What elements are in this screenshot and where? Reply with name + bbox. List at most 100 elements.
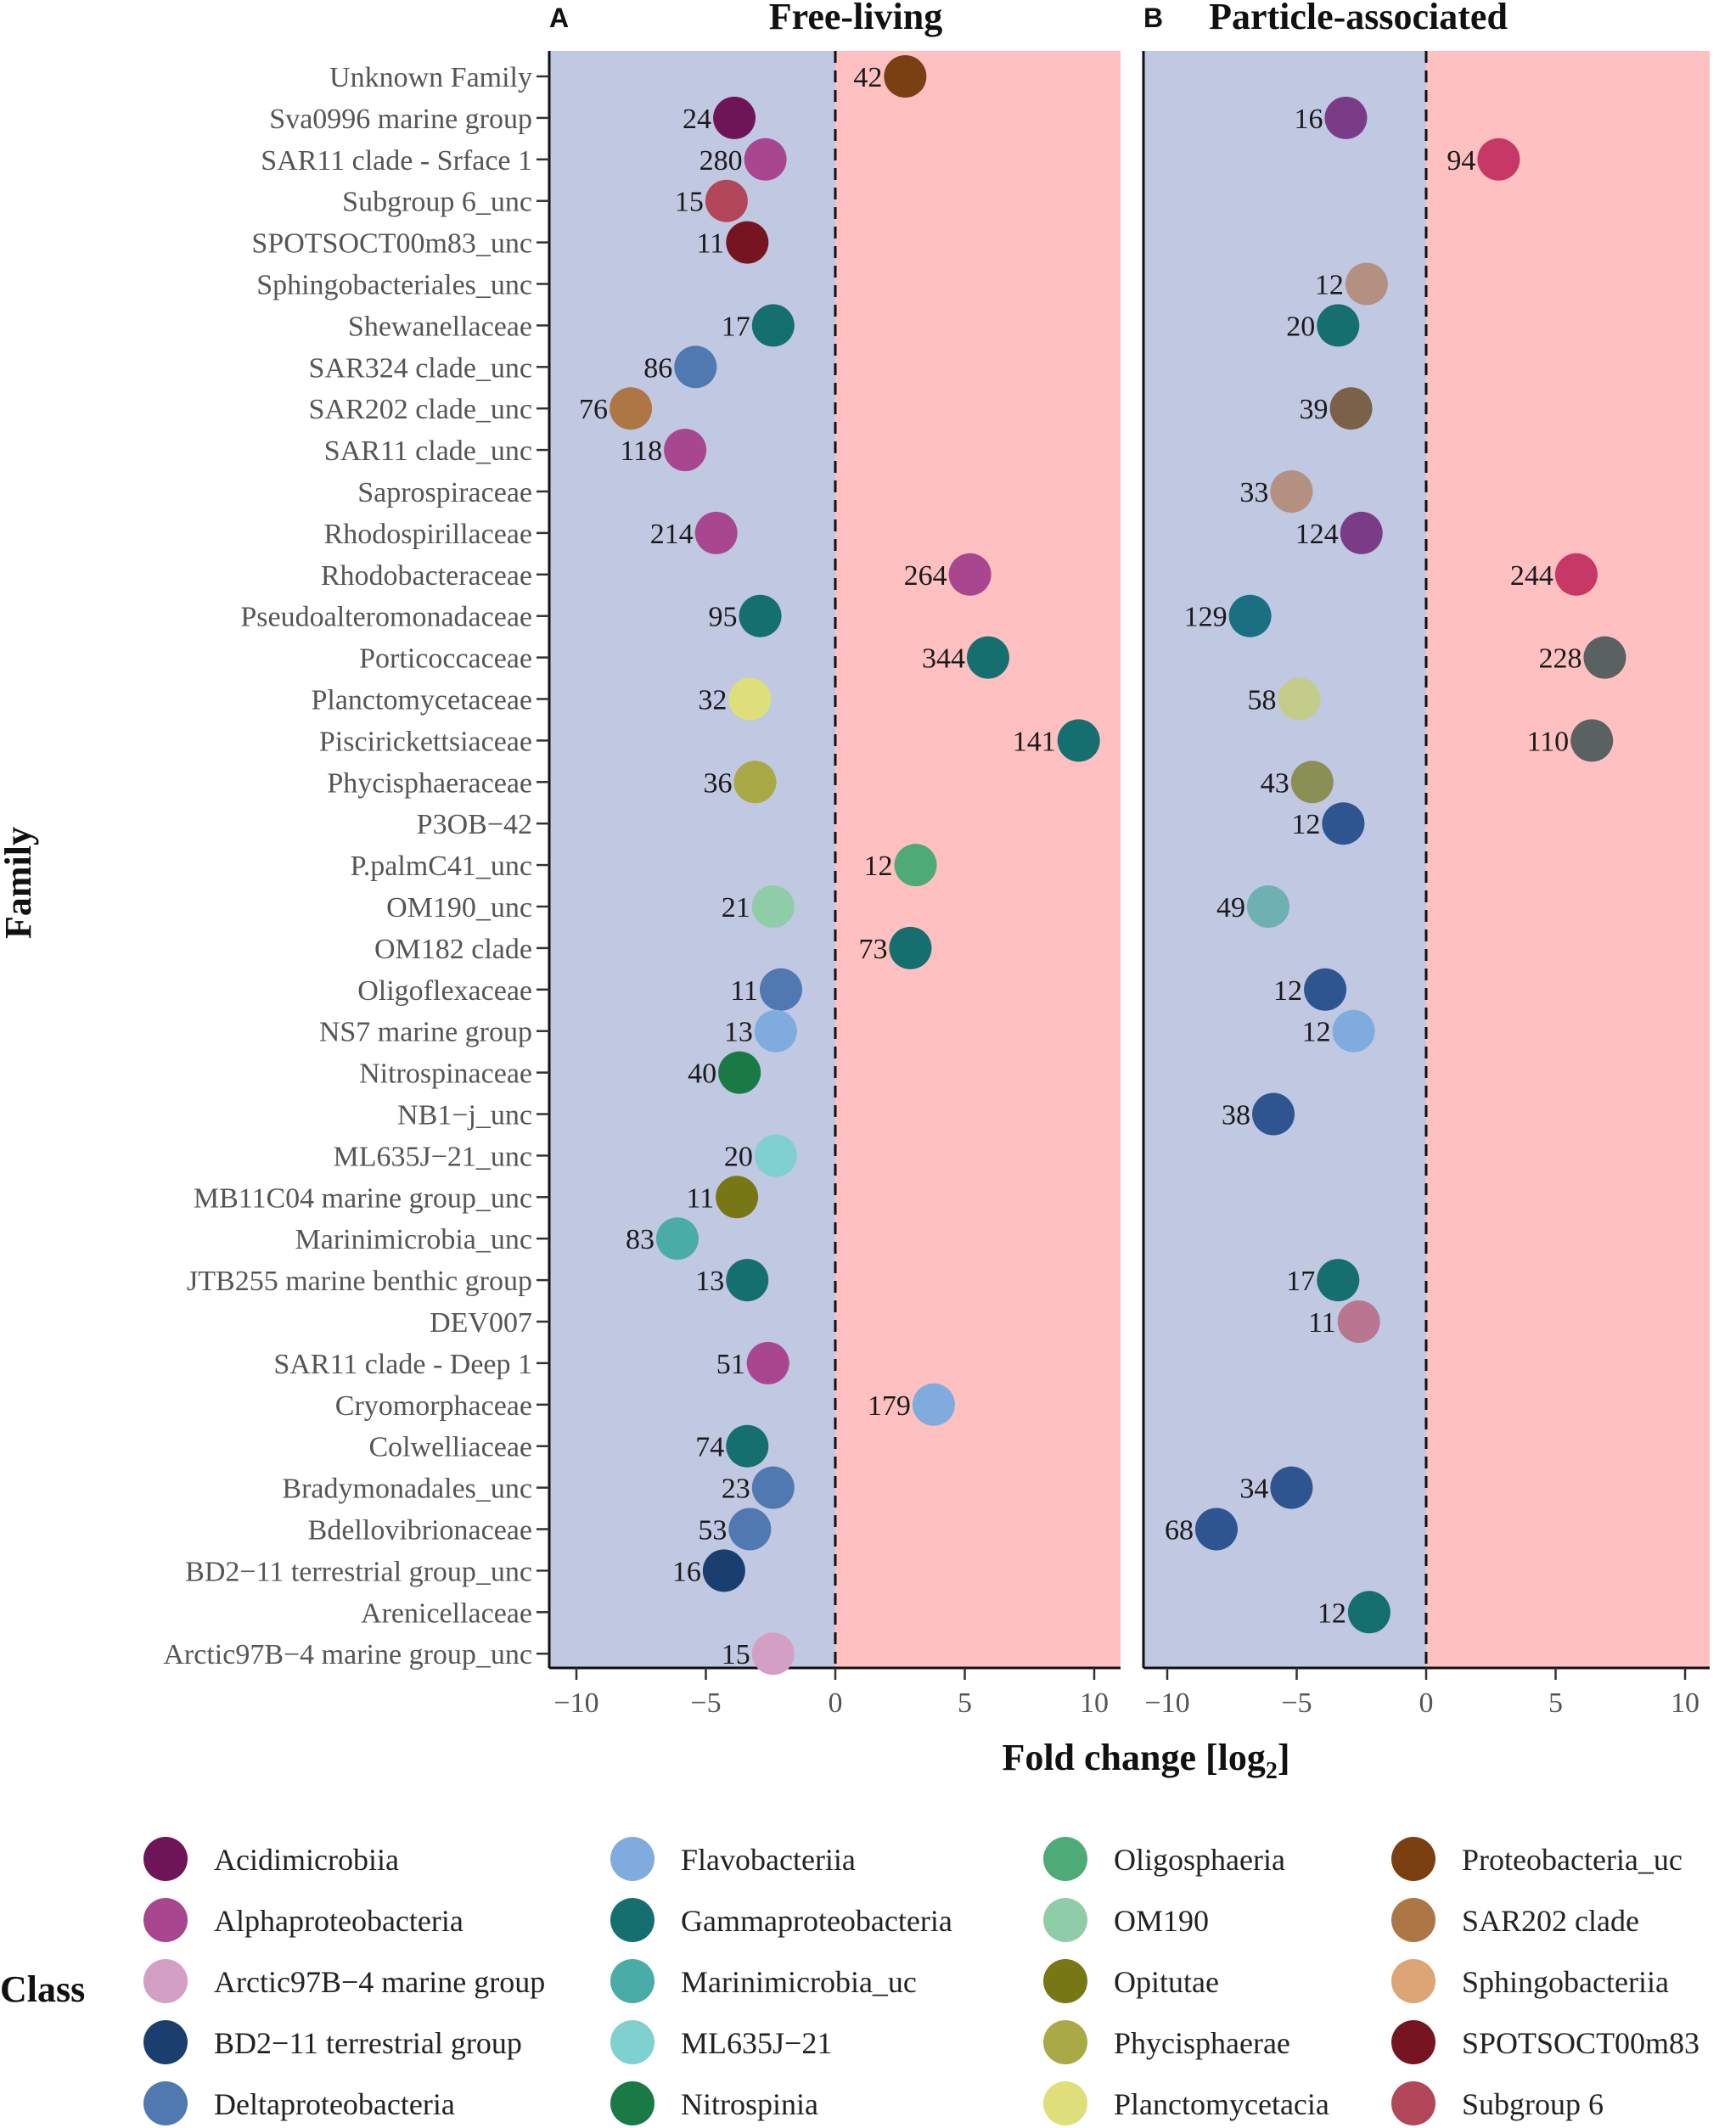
data-label: 68 bbox=[1165, 1515, 1194, 1547]
panels: A Free-living−10 −5 0 5 104224280151117867611… bbox=[548, 0, 1710, 1719]
data-label: 95 bbox=[709, 602, 738, 633]
family-label: Pseudoalteromonadaceae bbox=[240, 602, 532, 633]
data-point bbox=[1347, 1591, 1390, 1634]
x-axis-title: Fold change [log2] bbox=[1002, 1737, 1289, 1784]
data-point bbox=[716, 1176, 759, 1219]
family-label: Shewanellaceae bbox=[348, 311, 532, 342]
axis-titles: Family Fold change [log2] bbox=[0, 827, 1290, 1784]
data-label: 12 bbox=[1291, 809, 1320, 840]
data-label: 12 bbox=[1317, 1597, 1346, 1629]
data-label: 17 bbox=[1286, 1266, 1315, 1297]
legend-item: Arctic97B−4 marine group bbox=[143, 1959, 545, 2003]
data-point bbox=[1304, 968, 1347, 1011]
legend-item: Proteobacteria_uc bbox=[1391, 1837, 1683, 1881]
data-label: 20 bbox=[1286, 311, 1315, 342]
data-point bbox=[966, 636, 1009, 679]
legend-item: Opitutae bbox=[1043, 1959, 1219, 2003]
legend-swatch bbox=[143, 1837, 188, 1881]
legend-swatch bbox=[143, 2020, 188, 2064]
data-point bbox=[1345, 262, 1388, 306]
data-point bbox=[759, 968, 802, 1011]
data-label: 49 bbox=[1216, 892, 1245, 924]
legend-item: OM190 bbox=[1043, 1898, 1209, 1942]
family-label: Porticoccaceae bbox=[359, 643, 532, 675]
data-point bbox=[694, 511, 738, 554]
x-tick-label: 5 bbox=[958, 1687, 972, 1719]
legend-swatch bbox=[1043, 1959, 1087, 2003]
family-label: SAR11 clade_unc bbox=[324, 435, 532, 467]
legend-item: SAR202 clade bbox=[1391, 1898, 1639, 1942]
data-label: 141 bbox=[1013, 726, 1056, 757]
legend-label: Flavobacteriia bbox=[681, 1843, 856, 1877]
data-point bbox=[889, 926, 932, 969]
data-label: 280 bbox=[699, 145, 743, 177]
data-point bbox=[751, 304, 795, 347]
family-label: OM182 clade bbox=[374, 934, 532, 965]
data-label: 33 bbox=[1239, 477, 1268, 508]
negative-region bbox=[1143, 51, 1426, 1668]
legend-label: Arctic97B−4 marine group bbox=[214, 1965, 545, 1999]
data-label: 13 bbox=[695, 1266, 724, 1297]
legend-swatch bbox=[1391, 1837, 1435, 1881]
data-label: 42 bbox=[853, 62, 882, 93]
data-point bbox=[1332, 1009, 1375, 1053]
family-label: Phycisphaeraceae bbox=[327, 767, 532, 799]
data-label: 74 bbox=[695, 1432, 724, 1463]
family-label: Saprospiraceae bbox=[357, 477, 532, 508]
legend-swatch bbox=[1043, 2081, 1087, 2125]
data-point bbox=[733, 761, 777, 804]
x-axis-title-subscript: 2 bbox=[1266, 1758, 1278, 1784]
family-label: Colwelliaceae bbox=[368, 1432, 532, 1463]
family-label: Oligoflexaceae bbox=[357, 975, 532, 1007]
family-label: Subgroup 6_unc bbox=[342, 187, 532, 218]
y-axis-title: Family bbox=[0, 827, 39, 939]
data-label: 73 bbox=[858, 934, 887, 965]
data-point bbox=[718, 1051, 761, 1094]
legend-label: Subgroup 6 bbox=[1462, 2087, 1604, 2121]
data-point bbox=[1057, 719, 1100, 762]
data-point bbox=[1270, 1466, 1313, 1509]
family-label: P.palmC41_unc bbox=[351, 851, 532, 882]
legend-swatch bbox=[610, 2020, 655, 2064]
legend-swatch bbox=[610, 1898, 655, 1942]
legend-swatch bbox=[610, 2081, 655, 2125]
x-tick-label: 10 bbox=[1080, 1687, 1109, 1719]
family-label: SAR11 clade - Deep 1 bbox=[273, 1349, 532, 1380]
x-tick-label: −10 bbox=[1144, 1687, 1189, 1719]
positive-region bbox=[835, 51, 1121, 1668]
legend-item: Flavobacteriia bbox=[610, 1837, 856, 1881]
legend-swatch bbox=[1391, 1898, 1435, 1942]
data-point bbox=[1554, 553, 1598, 596]
x-tick-label: 5 bbox=[1548, 1687, 1563, 1719]
data-point bbox=[674, 345, 717, 389]
legend-item: Acidimicrobiia bbox=[143, 1837, 399, 1881]
legend-label: Alphaproteobacteria bbox=[214, 1904, 463, 1938]
x-tick-label: 10 bbox=[1671, 1687, 1699, 1719]
data-point bbox=[754, 1009, 797, 1053]
panel-letter: B bbox=[1143, 3, 1163, 33]
family-label: Rhodospirillaceae bbox=[324, 519, 532, 550]
legend-swatch bbox=[143, 1959, 188, 2003]
data-label: 16 bbox=[672, 1556, 701, 1587]
legend-item: Alphaproteobacteria bbox=[143, 1898, 463, 1942]
data-label: 17 bbox=[722, 311, 750, 342]
data-label: 94 bbox=[1447, 145, 1475, 177]
data-label: 228 bbox=[1538, 643, 1582, 675]
data-label: 32 bbox=[698, 685, 727, 716]
data-label: 13 bbox=[724, 1017, 753, 1048]
data-point bbox=[746, 1341, 789, 1384]
data-label: 76 bbox=[579, 394, 608, 425]
legend-item: Gammaproteobacteria bbox=[610, 1898, 952, 1942]
data-point bbox=[1337, 1300, 1380, 1343]
legend-item: BD2−11 terrestrial group bbox=[143, 2020, 522, 2064]
legend: Class Acidimicrobiia Alphaproteobacteria A… bbox=[0, 1837, 1699, 2125]
family-label: Piscirickettsiaceae bbox=[319, 726, 532, 757]
data-label: 24 bbox=[683, 104, 711, 135]
data-point bbox=[1270, 470, 1313, 513]
legend-item: Marinimicrobia_uc bbox=[610, 1959, 917, 2003]
panel-letter: A bbox=[549, 3, 569, 33]
data-point bbox=[1317, 1259, 1360, 1302]
data-label: 83 bbox=[626, 1224, 655, 1255]
data-label: 36 bbox=[703, 767, 732, 799]
data-point bbox=[1252, 1092, 1295, 1136]
